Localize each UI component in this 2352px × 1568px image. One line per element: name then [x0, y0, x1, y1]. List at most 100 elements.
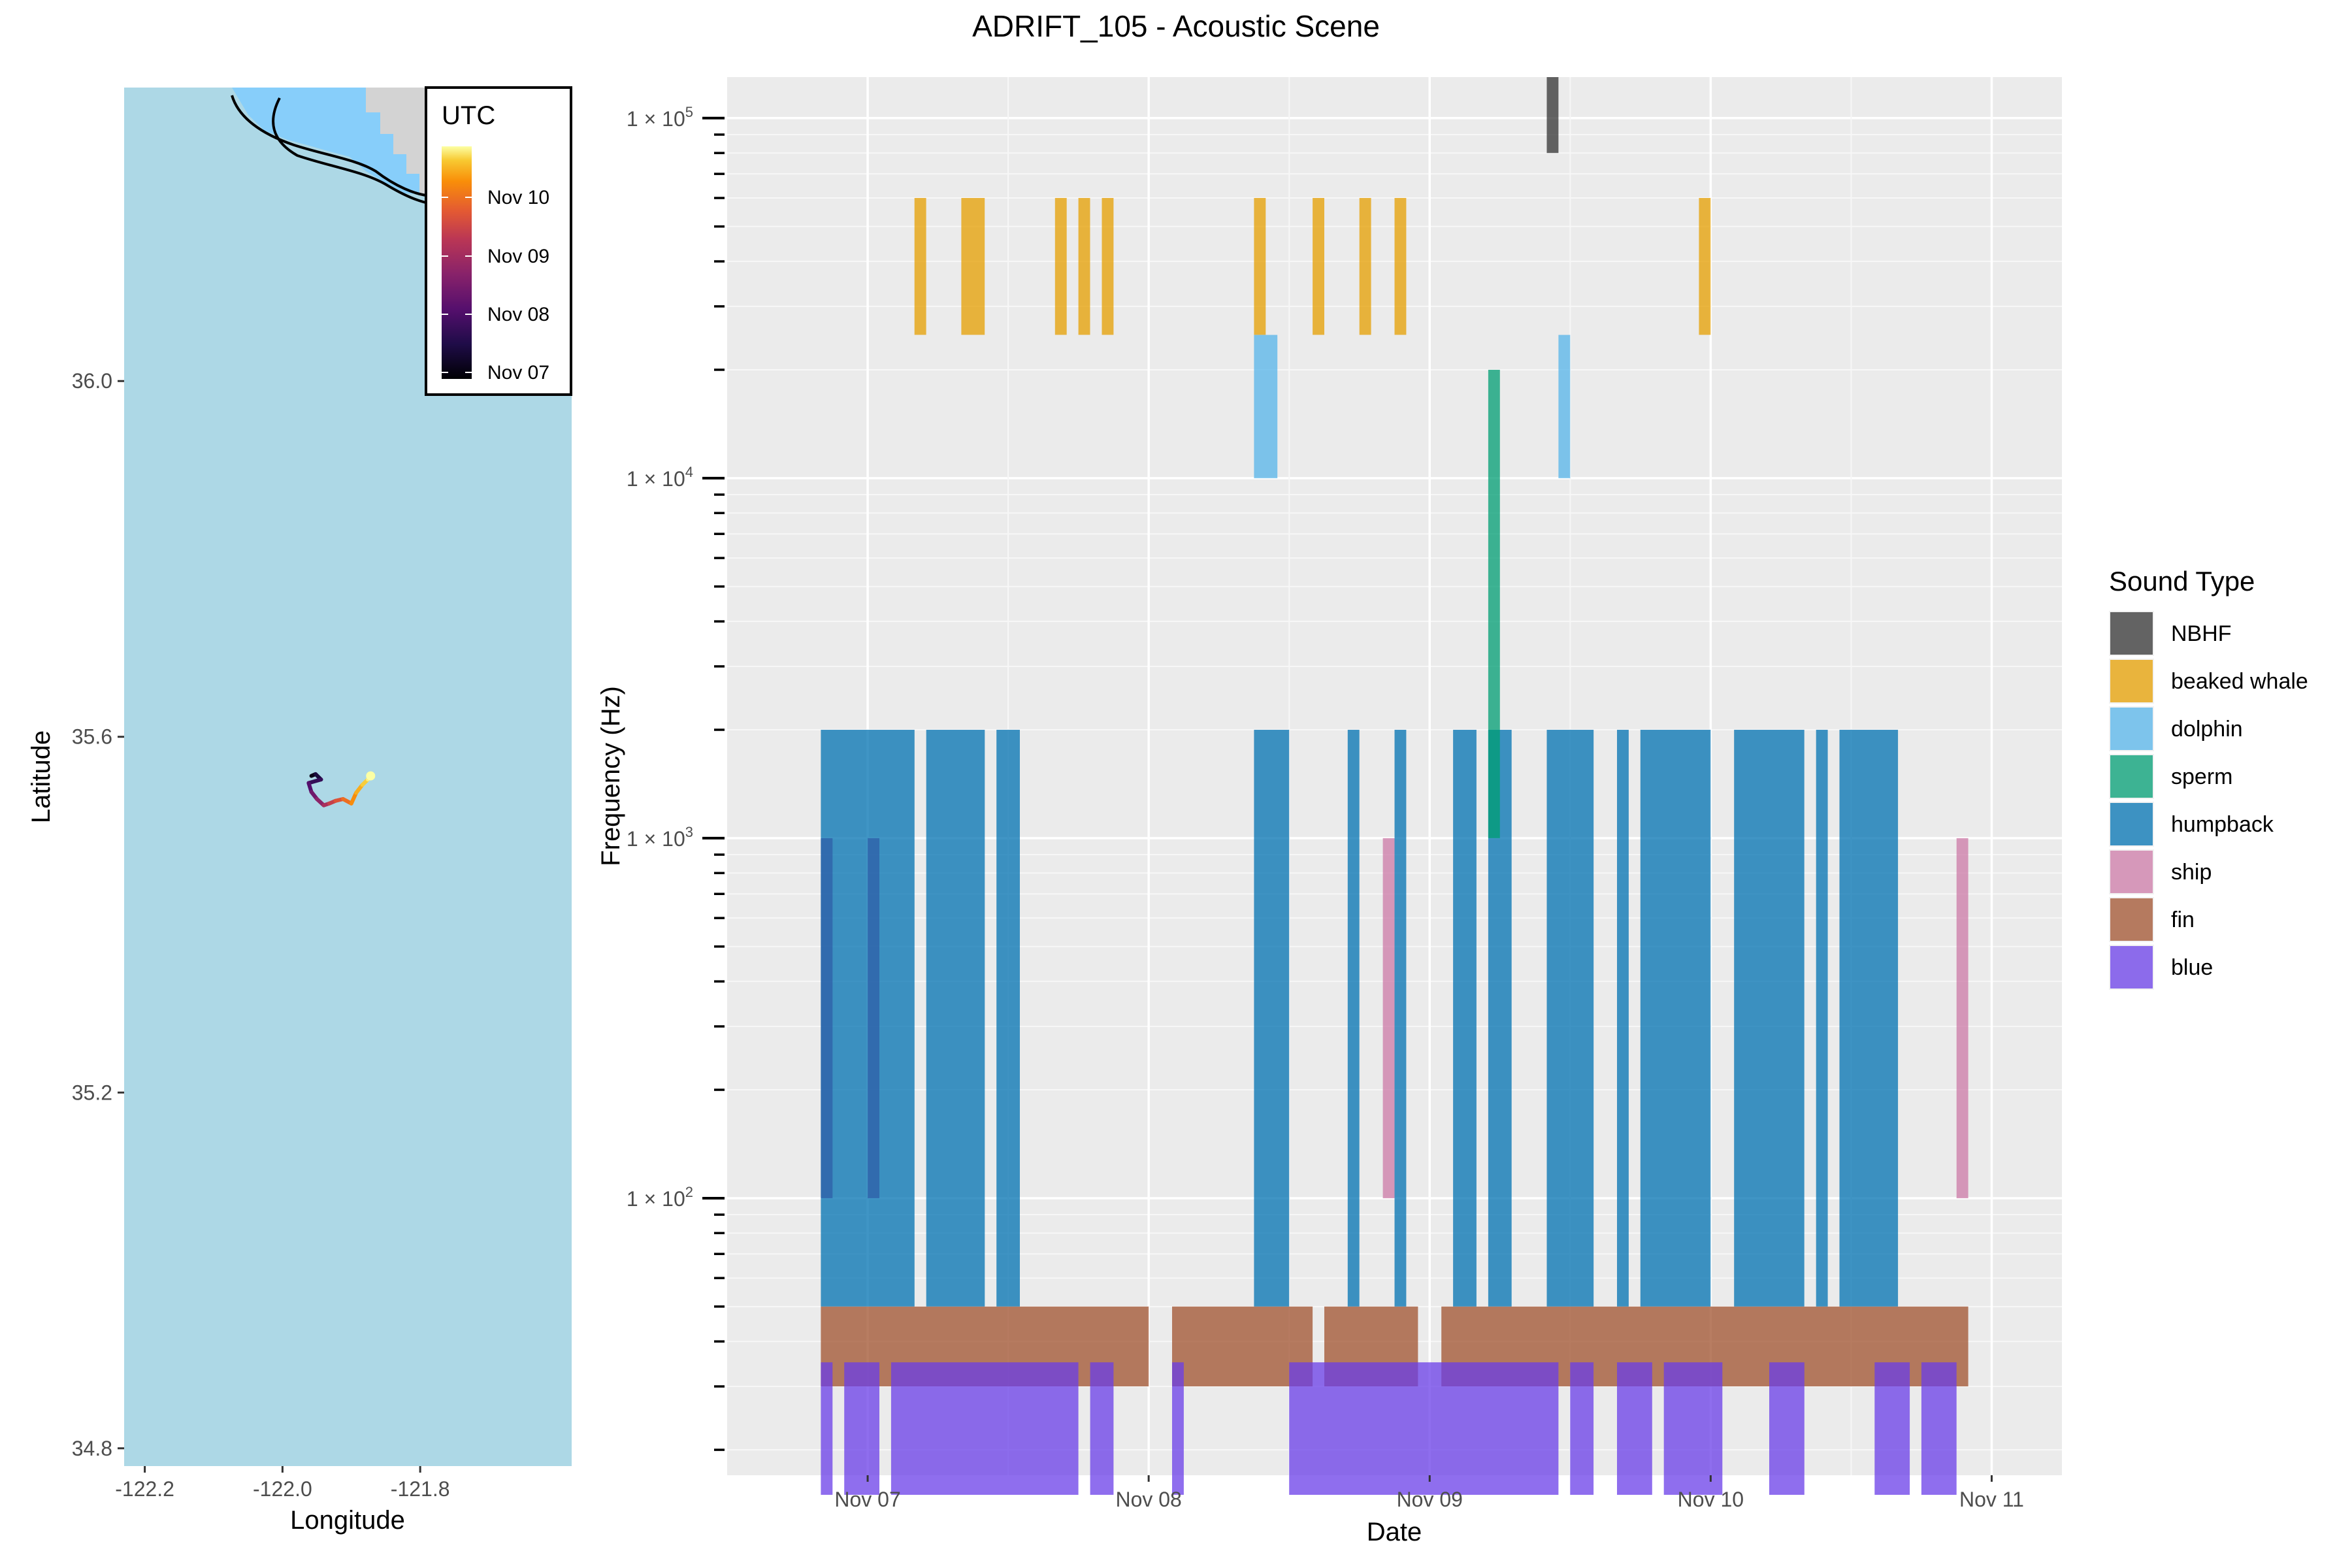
legend-swatch-sperm	[2110, 755, 2153, 798]
utc-legend-label: Nov 08	[487, 304, 549, 325]
detection-bar-humpback	[1816, 730, 1828, 1307]
track-map: -122.2 -122.0 -121.8 34.8 35.2 35.6 36.0 Longi…	[27, 86, 572, 1535]
detection-bar-beaked-whale	[1078, 198, 1090, 335]
legend-label: beaked whale	[2171, 669, 2308, 694]
detection-bar-blue	[1289, 1362, 1559, 1495]
utc-legend-label: Nov 09	[487, 246, 549, 267]
detection-bar-blue	[1090, 1362, 1114, 1495]
detection-bar-beaked-whale	[961, 198, 985, 335]
figure-title: ADRIFT_105 - Acoustic Scene	[972, 9, 1380, 43]
detection-bar-humpback	[1640, 730, 1711, 1307]
timeline-y-tick-label: 1 × 104	[627, 464, 693, 491]
map-x-axis-label: Longitude	[290, 1506, 405, 1535]
track-segment	[306, 777, 323, 785]
utc-colorbar	[442, 146, 472, 379]
legend-swatch-beaked-whale	[2110, 660, 2153, 702]
timeline-x-axis-label: Date	[1367, 1518, 1422, 1546]
legend-swatch-blue	[2110, 946, 2153, 988]
detection-bar-humpback	[996, 730, 1020, 1307]
detection-bar-humpback	[868, 838, 879, 1198]
map-x-tick-label: -122.2	[115, 1477, 174, 1501]
detection-bar-NBHF	[1546, 77, 1559, 154]
legend-swatch-dolphin	[2110, 708, 2153, 750]
sound-type-legend-title: Sound Type	[2109, 566, 2255, 596]
legend-swatch-fin	[2110, 898, 2153, 941]
detection-bar-beaked-whale	[914, 198, 926, 335]
legend-label: NBHF	[2171, 621, 2232, 646]
legend-swatch-ship	[2110, 851, 2153, 893]
map-axis-ticks: -122.2 -122.0 -121.8 34.8 35.2 35.6 36.0	[72, 369, 450, 1501]
detection-bar-humpback	[1347, 730, 1360, 1307]
detection-bar-humpback	[1617, 730, 1629, 1307]
sound-type-legend: Sound Type NBHF beaked whale dolphin sperm h…	[2109, 566, 2308, 990]
utc-legend-ticks: Nov 10 Nov 09 Nov 08 Nov 07	[442, 187, 549, 384]
detection-bar-humpback	[1546, 730, 1594, 1307]
timeline-detection-bars	[821, 77, 1968, 1495]
legend-label: humpback	[2171, 812, 2274, 837]
detection-bar-beaked-whale	[1313, 198, 1324, 335]
utc-legend-label: Nov 07	[487, 362, 549, 384]
detection-bar-blue	[1921, 1362, 1957, 1495]
detection-bar-beaked-whale	[1102, 198, 1114, 335]
drift-track	[306, 771, 376, 808]
timeline-y-tick-label: 1 × 102	[627, 1184, 693, 1211]
detection-bar-dolphin	[1254, 335, 1278, 478]
detection-bar-blue	[821, 1362, 833, 1495]
detection-bar-sperm	[1488, 370, 1500, 838]
timeline-axis-ticks: Nov 07 Nov 08 Nov 09 Nov 10 Nov 11 1 × 102 1 ×…	[627, 104, 2024, 1511]
timeline-y-tick-label: 1 × 105	[627, 104, 693, 131]
map-y-tick-label: 36.0	[72, 369, 112, 393]
timeline-x-tick-label: Nov 10	[1678, 1488, 1744, 1511]
sound-type-legend-items: NBHF beaked whale dolphin sperm humpback ship…	[2109, 611, 2308, 990]
timeline-x-tick-label: Nov 11	[1959, 1488, 2024, 1511]
timeline-y-axis-label: Frequency (Hz)	[596, 686, 625, 866]
detection-bar-blue	[1570, 1362, 1594, 1495]
timeline-y-tick-label: 1 × 103	[627, 824, 693, 851]
detection-bar-blue	[1769, 1362, 1805, 1495]
legend-swatch-humpback	[2110, 803, 2153, 845]
detection-bar-blue	[890, 1362, 1079, 1495]
timeline-x-tick-label: Nov 08	[1115, 1488, 1181, 1511]
detection-bar-ship	[1956, 838, 1968, 1198]
detection-bar-humpback	[821, 838, 833, 1198]
utc-legend-label: Nov 10	[487, 187, 549, 208]
detection-bar-humpback	[1453, 730, 1477, 1307]
timeline-x-tick-label: Nov 09	[1397, 1488, 1463, 1511]
map-x-tick-label: -122.0	[253, 1477, 312, 1501]
coastline	[272, 97, 432, 205]
map-y-tick-label: 34.8	[72, 1437, 112, 1460]
detection-bar-humpback	[926, 730, 985, 1307]
detection-bar-blue	[1874, 1362, 1910, 1495]
legend-label: sperm	[2171, 764, 2232, 789]
detection-bar-humpback	[1254, 730, 1290, 1307]
detection-bar-humpback	[1839, 730, 1899, 1307]
legend-label: ship	[2171, 860, 2212, 885]
detection-bar-blue	[844, 1362, 879, 1495]
map-y-tick-label: 35.2	[72, 1081, 112, 1104]
detection-bar-beaked-whale	[1394, 198, 1407, 335]
detection-bar-ship	[1382, 838, 1395, 1198]
detection-bar-humpback	[1394, 730, 1407, 1307]
detection-bar-beaked-whale	[1254, 198, 1266, 335]
legend-label: fin	[2171, 907, 2195, 932]
timeline-x-tick-label: Nov 07	[834, 1488, 900, 1511]
detection-bar-beaked-whale	[1054, 198, 1067, 335]
legend-label: dolphin	[2171, 717, 2243, 742]
map-y-tick-label: 35.6	[72, 725, 112, 749]
detection-bar-beaked-whale	[1699, 198, 1711, 335]
map-x-tick-label: -121.8	[391, 1477, 450, 1501]
map-y-axis-label: Latitude	[27, 730, 56, 823]
land-area	[366, 88, 431, 196]
detection-bar-blue	[1172, 1362, 1184, 1495]
detection-bar-blue	[1617, 1362, 1652, 1495]
track-end-point	[366, 771, 376, 781]
acoustic-timeline: Nov 07 Nov 08 Nov 09 Nov 10 Nov 11 1 × 102 1 ×…	[596, 77, 2062, 1546]
detection-bar-beaked-whale	[1359, 198, 1371, 335]
legend-label: blue	[2171, 955, 2213, 980]
utc-legend-title: UTC	[442, 101, 495, 130]
detection-bar-dolphin	[1558, 335, 1571, 478]
legend-swatch-NBHF	[2110, 612, 2153, 655]
detection-bar-blue	[1663, 1362, 1723, 1495]
coastline	[231, 95, 432, 197]
